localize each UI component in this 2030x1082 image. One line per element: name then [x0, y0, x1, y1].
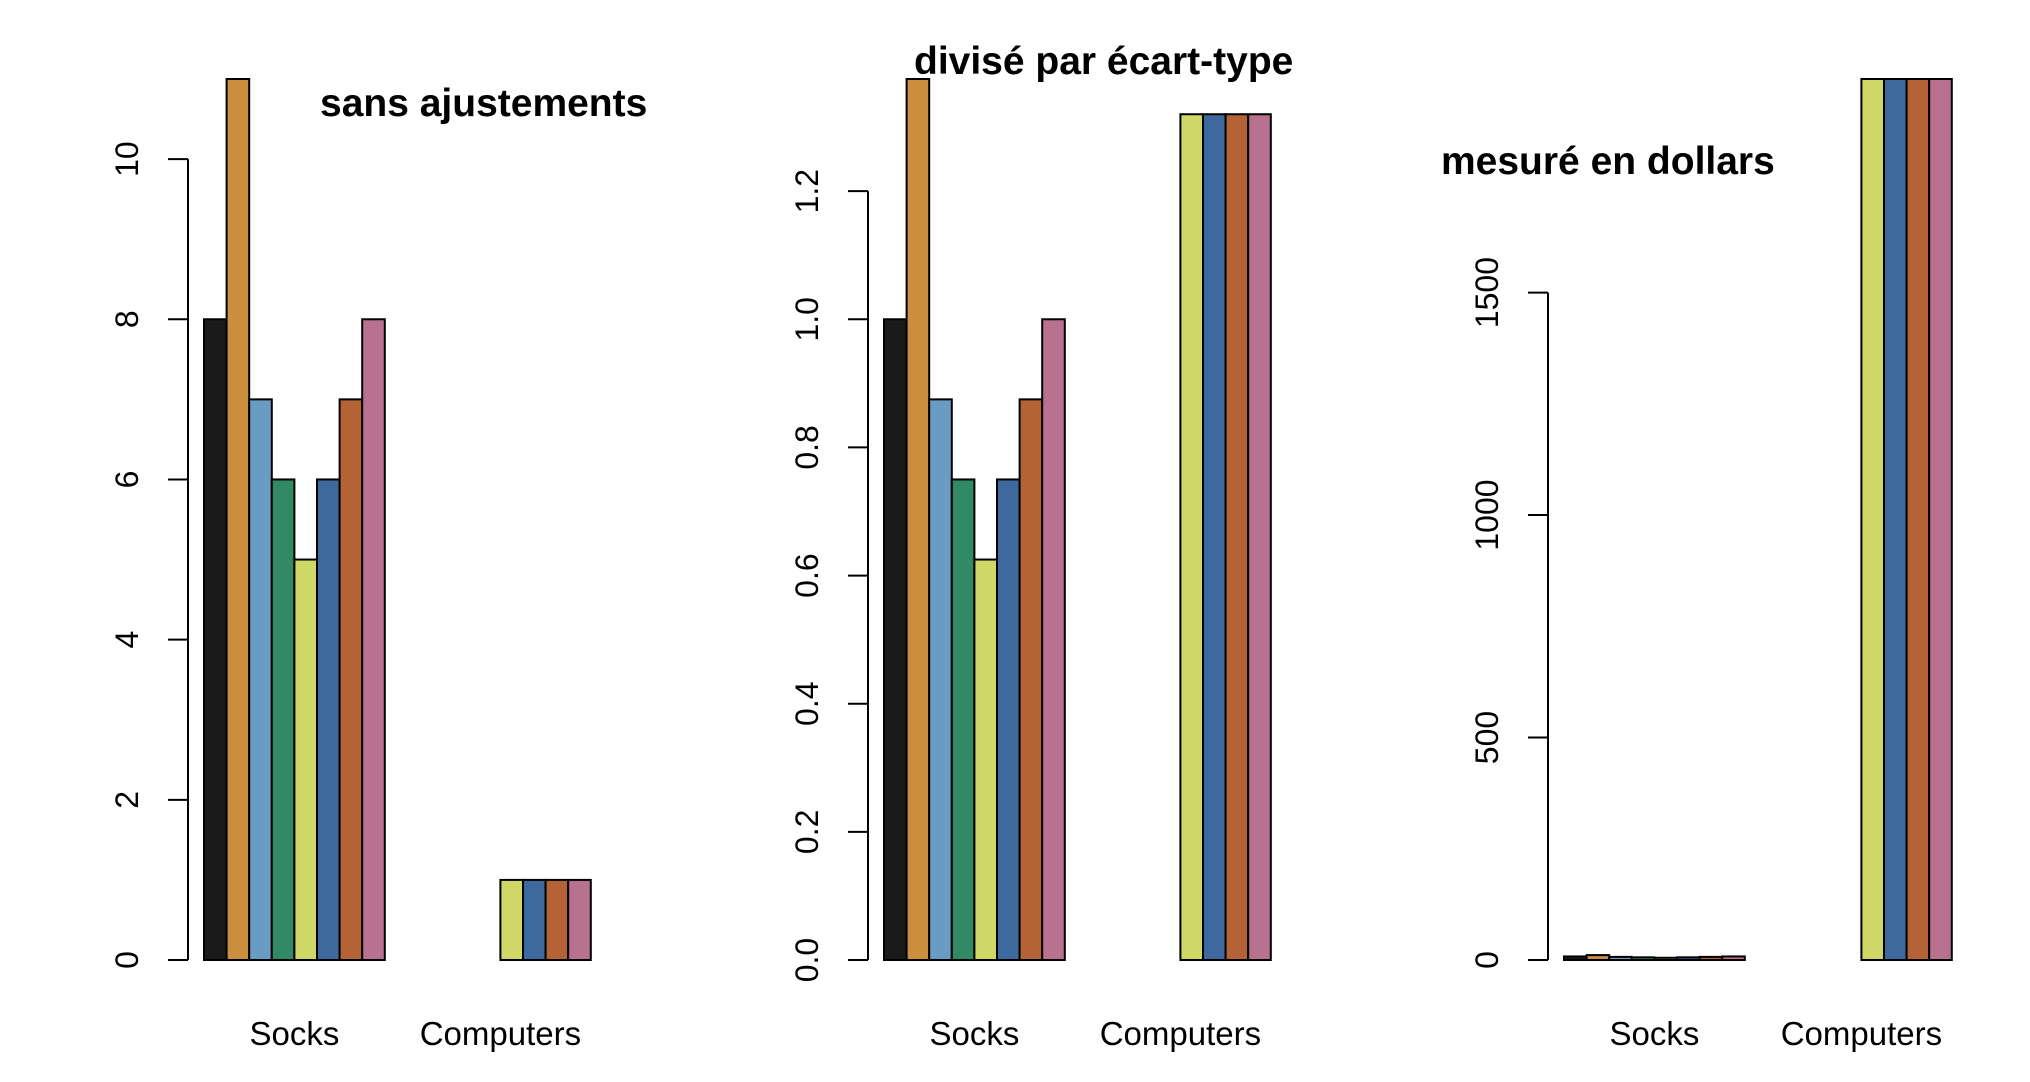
- bar: [499, 878, 524, 962]
- bar: [1928, 78, 1953, 961]
- y-tick-label: 1500: [1469, 257, 1505, 328]
- bar: [361, 318, 386, 962]
- y-tick-label: 1.0: [789, 297, 825, 341]
- bar: [1202, 113, 1227, 962]
- bar: [1608, 955, 1633, 962]
- y-tick-label: 10: [109, 141, 145, 177]
- bar: [1585, 954, 1611, 961]
- y-tick-label: 6: [109, 471, 145, 489]
- bar: [270, 478, 296, 961]
- bar: [1698, 955, 1724, 962]
- bar: [1018, 398, 1044, 961]
- chart-title: divisé par écart-type: [914, 40, 1293, 83]
- chart-panel-1: sans ajustements 0 2 4 6 8 10 Socks Computers: [109, 78, 647, 1052]
- y-tick-label: 0.8: [789, 425, 825, 469]
- chart-panel-3: mesuré en dollars 0 500 1000 1500 Socks Comput…: [1441, 78, 1953, 1052]
- chart-panel-2: divisé par écart-type 0.0 0.2 0.4 0.6 0.8 1.0 1…: [789, 40, 1293, 1052]
- bar: [1563, 955, 1588, 962]
- bar: [928, 398, 953, 961]
- bar: [544, 878, 570, 962]
- bar: [905, 78, 931, 961]
- y-tick-label: 2: [109, 791, 145, 809]
- bar: [1179, 113, 1205, 962]
- bar: [316, 478, 341, 961]
- bar: [1041, 318, 1066, 962]
- bar: [203, 318, 228, 962]
- y-tick-label: 0.2: [789, 810, 825, 854]
- y-tick-label: 1.2: [789, 169, 825, 213]
- bar: [567, 878, 592, 962]
- bar: [950, 478, 976, 961]
- bar: [1860, 78, 1886, 961]
- y-tick-label: 4: [109, 631, 145, 649]
- category-label: Computers: [1781, 1015, 1942, 1052]
- y-tick-label: 1000: [1469, 479, 1505, 550]
- bar: [248, 398, 273, 961]
- bar: [1247, 113, 1272, 962]
- y-tick-label: 0.4: [789, 681, 825, 725]
- category-label: Socks: [1609, 1015, 1699, 1052]
- bar: [1676, 956, 1701, 962]
- chart-title: mesuré en dollars: [1441, 140, 1775, 183]
- bar: [225, 78, 251, 961]
- y-tick-label: 0: [1469, 951, 1505, 969]
- bar: [293, 558, 318, 962]
- chart-title: sans ajustements: [320, 82, 647, 125]
- category-label: Computers: [1100, 1015, 1261, 1052]
- bar: [1653, 956, 1679, 962]
- bar: [1224, 113, 1250, 962]
- y-tick-label: 8: [109, 310, 145, 328]
- category-label: Socks: [929, 1015, 1019, 1052]
- y-tick-label: 0: [109, 951, 145, 969]
- y-tick-label: 500: [1469, 711, 1505, 764]
- category-label: Socks: [249, 1015, 339, 1052]
- bar: [1883, 78, 1908, 961]
- bar: [1721, 955, 1746, 962]
- bar: [1630, 956, 1656, 962]
- bar: [973, 558, 999, 962]
- y-tick-label: 0.0: [789, 938, 825, 982]
- bar: [338, 398, 364, 961]
- category-label: Computers: [420, 1015, 581, 1052]
- bar: [883, 318, 908, 962]
- bar: [996, 478, 1021, 961]
- bar: [1905, 78, 1931, 961]
- bar: [522, 878, 547, 962]
- y-tick-label: 0.6: [789, 553, 825, 597]
